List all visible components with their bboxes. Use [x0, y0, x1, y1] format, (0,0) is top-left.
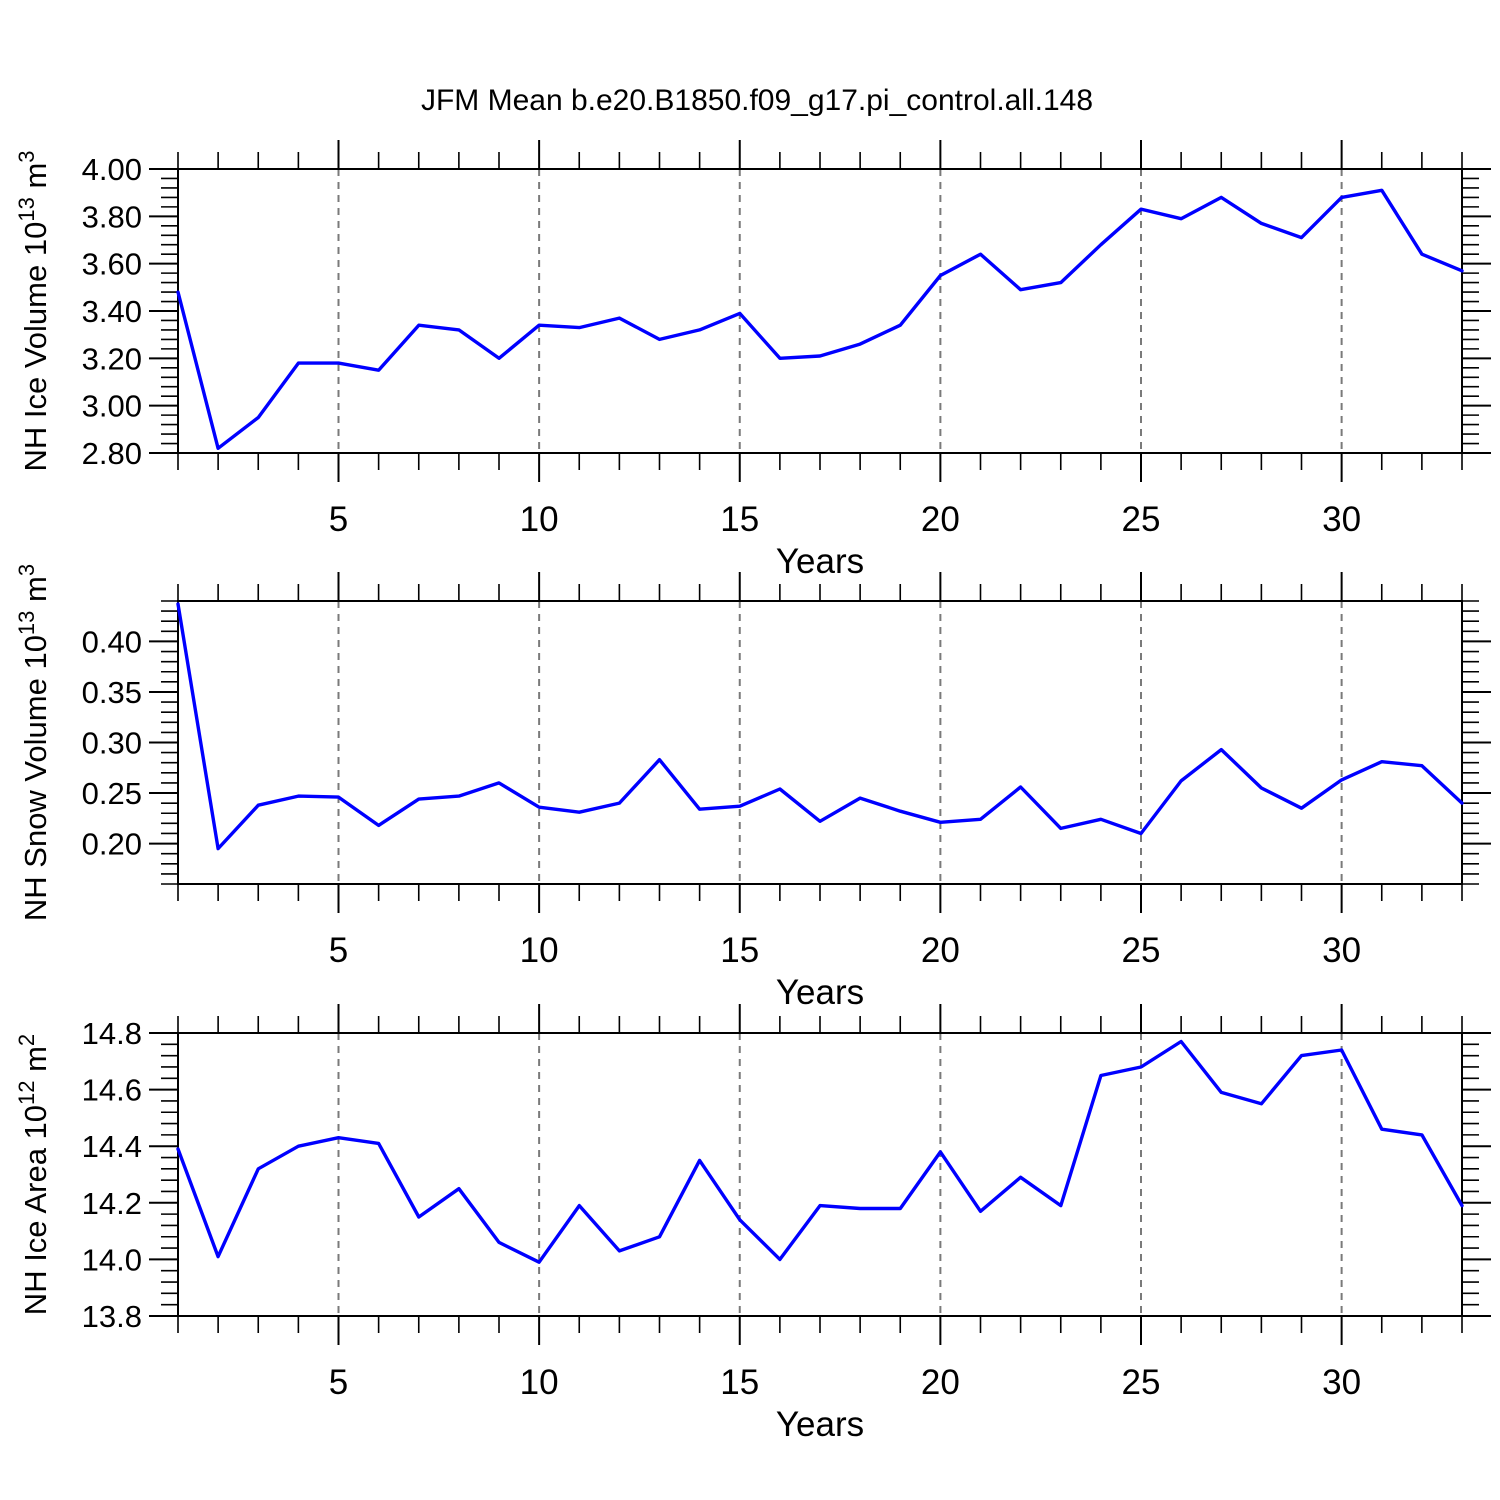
panel-nh-snow-volume: 0.20 0.25 0.30 0.35 0.40 5 10 15 20 25 30 Years NH S… — [14, 564, 1491, 1012]
x-tick-label: 25 — [1122, 500, 1161, 539]
y-tick-label: 14.6 — [82, 1073, 142, 1108]
y-tick-label: 4.00 — [82, 152, 142, 187]
y-tick-label: 3.60 — [82, 247, 142, 282]
y-tick-label: 2.80 — [82, 436, 142, 471]
plot-frame — [177, 168, 1463, 454]
y-tick-label: 3.20 — [82, 341, 142, 376]
y-tick-label: 0.30 — [82, 726, 142, 761]
x-tick-label: 5 — [329, 931, 348, 970]
x-tick-label: 20 — [921, 931, 960, 970]
y-tick-label: 3.40 — [82, 294, 142, 329]
x-tick-label: 15 — [720, 1363, 759, 1402]
y-tick-label: 14.0 — [82, 1242, 142, 1277]
x-tick-label: 10 — [520, 500, 559, 539]
y-tick-label: 0.25 — [82, 776, 142, 811]
y-axis-title: NH Ice Volume 1013 m3 — [14, 150, 53, 471]
x-tick-label: 15 — [720, 500, 759, 539]
x-axis-title: Years — [776, 1405, 864, 1444]
chart-title: JFM Mean b.e20.B1850.f09_g17.pi_control.… — [420, 84, 1094, 117]
x-tick-label: 5 — [329, 500, 348, 539]
x-axis-title: Years — [776, 542, 864, 581]
x-tick-label: 20 — [921, 500, 960, 539]
y-tick-label: 3.80 — [82, 199, 142, 234]
x-tick-label: 30 — [1322, 1363, 1361, 1402]
x-tick-label: 10 — [520, 931, 559, 970]
nh-ice-area-line — [176, 1039, 1464, 1264]
nh-snow-volume-line — [176, 602, 1464, 851]
x-tick-label: 5 — [329, 1363, 348, 1402]
panel-nh-ice-area: 13.8 14.0 14.2 14.4 14.6 14.8 5 10 15 20 25 30 Years… — [14, 1004, 1491, 1444]
x-tick-label: 30 — [1322, 931, 1361, 970]
x-axis-title: Years — [776, 973, 864, 1012]
x-tick-label: 25 — [1122, 1363, 1161, 1402]
y-tick-label: 3.00 — [82, 389, 142, 424]
x-tick-label: 30 — [1322, 500, 1361, 539]
y-tick-label: 13.8 — [82, 1299, 142, 1334]
y-axis-title: NH Snow Volume 1013 m3 — [14, 564, 53, 921]
plot-frame — [177, 600, 1463, 885]
y-tick-label: 14.4 — [82, 1129, 142, 1164]
y-axis-title: NH Ice Area 1012 m2 — [14, 1034, 53, 1315]
y-tick-label: 0.20 — [82, 827, 142, 862]
y-tick-label: 0.35 — [82, 675, 142, 710]
y-tick-label: 14.8 — [82, 1016, 142, 1051]
panel-nh-ice-volume: 2.80 3.00 3.20 3.40 3.60 3.80 4.00 5 10 15 20 25 30 Y… — [14, 140, 1491, 581]
x-tick-label: 20 — [921, 1363, 960, 1402]
x-tick-label: 15 — [720, 931, 759, 970]
nh-ice-volume-line — [176, 188, 1464, 450]
x-tick-label: 25 — [1122, 931, 1161, 970]
y-tick-label: 0.40 — [82, 624, 142, 659]
y-tick-label: 14.2 — [82, 1186, 142, 1221]
plot-frame — [177, 1032, 1463, 1317]
x-tick-label: 10 — [520, 1363, 559, 1402]
